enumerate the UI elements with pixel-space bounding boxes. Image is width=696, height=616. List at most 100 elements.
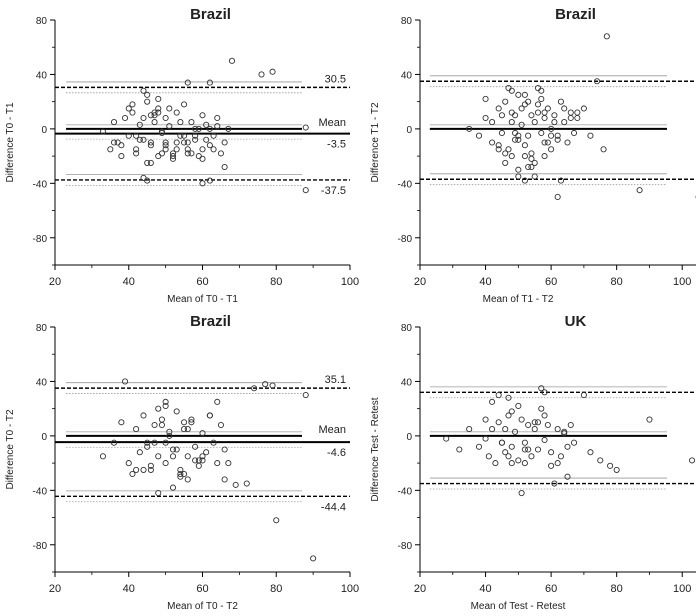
data-point xyxy=(136,121,143,128)
y-tick-label: 40 xyxy=(36,377,48,388)
data-point xyxy=(495,419,502,426)
data-point xyxy=(548,146,555,153)
data-point xyxy=(518,105,525,112)
data-point xyxy=(140,174,147,181)
data-point xyxy=(554,132,561,139)
data-point xyxy=(210,439,217,446)
data-point xyxy=(475,443,483,450)
data-point xyxy=(188,419,195,426)
data-point xyxy=(225,125,232,132)
data-point xyxy=(531,419,538,426)
data-point xyxy=(521,446,528,453)
data-point xyxy=(544,139,551,146)
x-tick-label: 60 xyxy=(196,583,208,595)
y-tick-label: 80 xyxy=(36,323,48,334)
data-point xyxy=(221,446,228,453)
data-point xyxy=(544,421,551,429)
data-point xyxy=(310,555,317,562)
x-tick-label: 20 xyxy=(49,276,61,288)
data-point xyxy=(607,462,614,469)
data-point xyxy=(144,443,151,450)
y-tick-label: 0 xyxy=(406,125,412,136)
data-point xyxy=(521,142,528,149)
data-point xyxy=(525,421,532,429)
data-point xyxy=(541,412,548,419)
y-tick-label: -80 xyxy=(33,234,48,245)
x-axis-label: Mean of T0 - T1 xyxy=(167,294,238,305)
data-point xyxy=(525,98,532,105)
data-point xyxy=(206,177,213,184)
data-point xyxy=(515,173,522,180)
data-point xyxy=(232,481,239,488)
data-point xyxy=(551,119,558,126)
data-point xyxy=(531,159,538,166)
y-tick-label: 40 xyxy=(401,377,413,388)
data-point xyxy=(158,128,165,135)
data-point xyxy=(162,398,169,405)
data-point xyxy=(534,85,542,92)
data-point xyxy=(155,490,162,497)
data-point xyxy=(541,114,548,122)
chart-panel-1: Brazil 30.5 Mean -3.5 -37.5 80 40 0 -40 -80 20 40 60… xyxy=(5,6,359,305)
data-point xyxy=(574,114,581,122)
data-point xyxy=(177,119,184,126)
data-point xyxy=(251,385,258,392)
data-point xyxy=(169,453,177,460)
x-tick-label: 20 xyxy=(414,276,426,288)
data-point xyxy=(475,132,483,139)
y-tick-label: 40 xyxy=(401,70,413,81)
data-point xyxy=(184,79,191,86)
data-point xyxy=(531,173,538,180)
data-point xyxy=(203,121,210,128)
data-point xyxy=(269,382,276,389)
mean-value-label: -4.6 xyxy=(327,447,346,459)
data-point xyxy=(125,460,132,467)
data-point xyxy=(162,402,169,409)
data-point xyxy=(502,159,509,166)
data-point xyxy=(188,119,195,126)
x-axis-label: Mean of Test - Retest xyxy=(471,601,566,612)
data-point xyxy=(557,177,564,184)
data-point xyxy=(505,394,512,401)
x-tick-label: 80 xyxy=(611,276,623,288)
chart-title: Brazil xyxy=(190,313,231,330)
data-point xyxy=(587,449,594,456)
data-point xyxy=(184,150,191,157)
x-tick-label: 20 xyxy=(414,583,426,595)
data-point xyxy=(541,109,548,116)
data-point xyxy=(554,136,561,143)
data-point xyxy=(492,460,499,467)
data-point xyxy=(512,112,519,119)
data-point xyxy=(162,439,169,446)
data-point xyxy=(466,125,473,132)
data-point xyxy=(173,139,180,146)
data-point xyxy=(528,453,535,460)
data-point xyxy=(162,114,169,122)
data-point xyxy=(515,91,522,98)
data-point xyxy=(485,453,492,460)
mean-label: Mean xyxy=(318,117,346,129)
data-point xyxy=(184,426,191,433)
data-point xyxy=(502,449,509,456)
data-point xyxy=(515,136,522,143)
data-point xyxy=(548,449,555,456)
data-point xyxy=(199,146,206,153)
data-point xyxy=(158,421,165,429)
data-point xyxy=(173,446,180,453)
data-point xyxy=(136,449,143,456)
y-tick-label: -80 xyxy=(398,541,413,552)
y-axis-label: Difference Test - Retest xyxy=(370,397,381,501)
x-tick-label: 100 xyxy=(673,276,691,288)
data-point xyxy=(169,484,177,491)
data-point xyxy=(548,132,555,139)
data-point xyxy=(184,139,191,146)
data-point xyxy=(199,112,206,119)
mean-value-label: -3.5 xyxy=(327,139,346,151)
data-point xyxy=(192,132,199,139)
data-point xyxy=(557,98,564,105)
data-point xyxy=(214,398,221,405)
data-point xyxy=(567,421,574,429)
data-point xyxy=(99,128,106,135)
chart-title: Brazil xyxy=(555,6,596,23)
data-point xyxy=(129,109,136,116)
